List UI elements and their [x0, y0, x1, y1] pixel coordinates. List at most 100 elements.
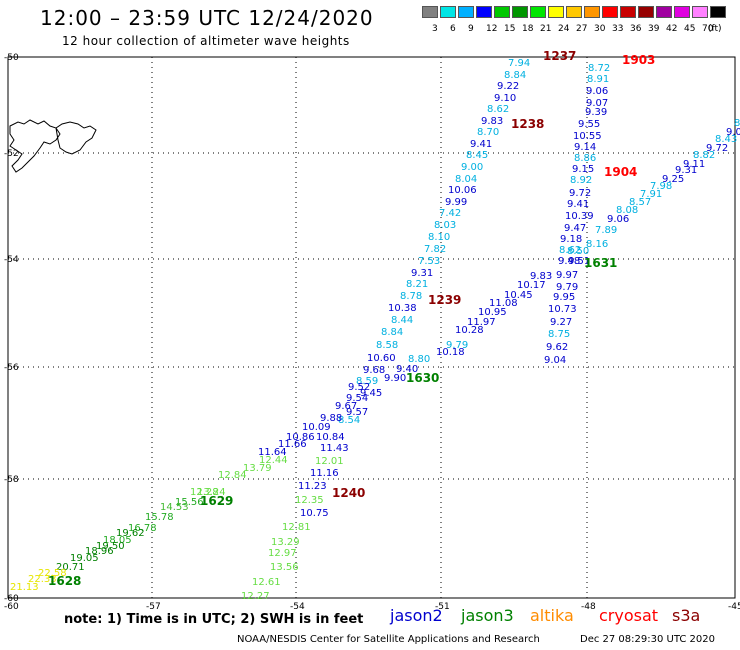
wave-height-value: 9.54: [346, 393, 368, 404]
color-scale-label: 39: [648, 24, 660, 34]
wave-height-value: 11.97: [467, 317, 496, 328]
wave-height-value: 8.80: [408, 354, 430, 365]
wave-height-value: 10.84: [316, 432, 345, 443]
wave-height-value: 9.48: [558, 256, 580, 267]
wave-height-value: 9.0: [726, 127, 740, 138]
color-swatch: [440, 6, 456, 18]
color-scale-label: 42: [666, 24, 678, 34]
wave-height-value: 8.84: [504, 70, 526, 81]
wave-height-value: 10.28: [455, 325, 484, 336]
wave-height-value: 8.91: [587, 74, 609, 85]
wave-height-value: 19.50: [96, 541, 125, 552]
color-swatch: [548, 6, 564, 18]
wave-height-value: 8.50: [567, 246, 589, 257]
wave-height-value: 9.06: [586, 86, 608, 97]
map-note: note: 1) Time is in UTC; 2) SWH is in fe…: [64, 612, 364, 627]
wave-height-value: 9.41: [470, 139, 492, 150]
wave-height-value: 10.60: [367, 353, 396, 364]
wave-height-value: 9.39: [585, 107, 607, 118]
wave-height-value: 8.62: [487, 104, 509, 115]
wave-height-value: 9.83: [530, 271, 552, 282]
wave-height-value: 18.05: [103, 535, 132, 546]
wave-height-value: 12.61: [252, 577, 281, 588]
color-swatch: [458, 6, 474, 18]
wave-height-value: 12.27: [241, 591, 270, 602]
wave-height-value: 9.06: [607, 214, 629, 225]
wave-height-value: 11.08: [489, 298, 518, 309]
wave-height-value: 7.91: [640, 189, 662, 200]
wave-height-value: 9.90: [384, 373, 406, 384]
color-scale-label: 36: [630, 24, 642, 34]
wave-height-value: 10.73: [548, 304, 577, 315]
wave-height-value: 11.66: [278, 439, 307, 450]
wave-height-value: 10.45: [504, 290, 533, 301]
wave-height-value: 9.31: [675, 165, 697, 176]
longitude-label: -57: [146, 602, 161, 612]
wave-height-labels: 7.948.849.229.108.629.838.709.418.459.00…: [10, 58, 740, 602]
latitude-label: -50: [4, 53, 19, 63]
wave-height-value: 12.84: [218, 470, 247, 481]
wave-height-value: 13.24: [197, 487, 226, 498]
wave-height-value: 9.57: [346, 407, 368, 418]
color-swatch: [584, 6, 600, 18]
color-swatch: [476, 6, 492, 18]
wave-height-value: 8.92: [570, 175, 592, 186]
wave-height-value: 8.82: [693, 150, 715, 161]
longitude-label: -54: [290, 602, 305, 612]
color-swatch: [620, 6, 636, 18]
wave-height-value: 11.64: [258, 447, 287, 458]
wave-height-value: 9.55: [578, 119, 600, 130]
footer-credit: NOAA/NESDIS Center for Satellite Applica…: [237, 634, 540, 645]
wave-height-value: 7.89: [595, 225, 617, 236]
wave-height-value: 16.78: [128, 523, 157, 534]
wave-height-value: 10.86: [286, 432, 315, 443]
wave-height-value: 7.53: [418, 256, 440, 267]
wave-height-value: 9.47: [564, 223, 586, 234]
wave-height-value: 22.58: [38, 568, 67, 579]
wave-height-value: 10.06: [448, 185, 477, 196]
color-scale-unit: (ft): [708, 24, 722, 34]
wave-height-value: 10.39: [565, 211, 594, 222]
wave-height-value: 8.03: [434, 220, 456, 231]
color-scale-label: 12: [486, 24, 498, 34]
wave-height-value: 9.95: [553, 292, 575, 303]
graticule: [8, 57, 735, 598]
wave-height-value: 8.62: [559, 245, 581, 256]
wave-height-value: 21.13: [10, 582, 39, 593]
wave-height-value: 10.55: [573, 131, 602, 142]
page-subtitle: 12 hour collection of altimeter wave hei…: [62, 34, 350, 48]
wave-height-value: 9.18: [560, 234, 582, 245]
wave-height-value: 10.17: [517, 280, 546, 291]
wave-height-value: 9.79: [446, 340, 468, 351]
wave-height-value: 13.29: [271, 537, 300, 548]
color-swatch: [674, 6, 690, 18]
pass-number-label: 1904: [604, 165, 637, 179]
axis-tick-labels: -50 -52 -54 -56 -58 -60 -57 -54 -51 -48 -45 -60: [4, 53, 740, 612]
wave-height-value: 9.45: [360, 388, 382, 399]
wave-height-value: 11.23: [298, 481, 327, 492]
color-scale-label: 18: [522, 24, 534, 34]
color-swatch: [710, 6, 726, 18]
latitude-label: -60: [4, 594, 19, 604]
longitude-label: -60: [4, 602, 19, 612]
wave-height-value: 7.42: [439, 208, 461, 219]
legend-item-s3a: s3a: [672, 606, 701, 625]
wave-height-value: 9.40: [396, 364, 418, 375]
color-swatch: [602, 6, 618, 18]
wave-height-value: 11.16: [310, 468, 339, 479]
wave-height-value: 12.28: [190, 487, 219, 498]
pass-number-label: 1240: [332, 486, 365, 500]
pass-number-label: 1238: [511, 117, 544, 131]
pass-number-label: 1237: [543, 49, 576, 63]
generation-timestamp: Dec 27 08:29:30 UTC 2020: [580, 634, 715, 645]
color-scale-label: 27: [576, 24, 588, 34]
color-scale-label: 24: [558, 24, 570, 34]
wave-height-value: 9.07: [586, 98, 608, 109]
wave-height-value: 14.53: [160, 502, 189, 513]
wave-height-value: 8.72: [588, 63, 610, 74]
latitude-label: -54: [4, 255, 19, 265]
pass-number-labels: 1237 1903 1238 1904 1631 1239 1630 1240 1629 1628: [48, 49, 655, 588]
longitude-label: -48: [581, 602, 596, 612]
wave-height-value: 10.09: [302, 422, 331, 433]
